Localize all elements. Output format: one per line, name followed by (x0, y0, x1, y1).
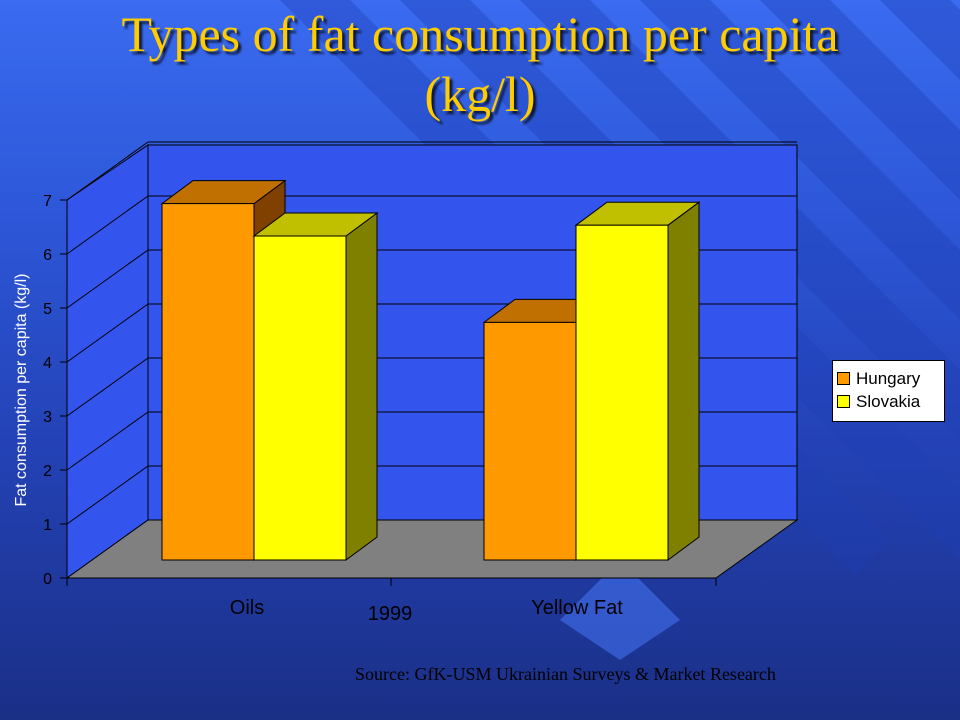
category-labels: Oils Yellow Fat (230, 597, 623, 619)
legend-swatch-hungary (837, 372, 850, 385)
axes (66, 200, 717, 586)
legend-swatch-slovakia (837, 395, 850, 408)
bar-slovakia-oils-front (253, 235, 347, 561)
legend-label-slovakia: Slovakia (856, 391, 921, 411)
legend-label-hungary: Hungary (856, 368, 921, 388)
slide-title-line2: (kg/l) (424, 66, 536, 122)
gridline-side (66, 141, 149, 201)
y-tick-label: 3 (43, 409, 52, 426)
y-tick-label: 7 (43, 193, 52, 210)
bar-slovakia-yellow-fat (574, 201, 701, 561)
bar-hungary-yellow-fat-front (483, 321, 577, 561)
y-tick-label: 4 (43, 355, 52, 372)
y-tick-label: 5 (43, 301, 52, 318)
slide-title-line1: Types of fat consumption per capita (121, 6, 839, 62)
gridline-side (66, 303, 149, 363)
y-axis-label: Fat consumption per capita (kg/l) (13, 274, 30, 507)
chart-side-wall (66, 144, 149, 579)
slide-title: Types of fat consumption per capita (kg/… (0, 4, 960, 124)
category-label-yellow-fat: Yellow Fat (531, 597, 623, 619)
bar-slovakia-oils-side (345, 212, 378, 561)
x-axis-label: 1999 (368, 603, 413, 625)
bar-hungary-oils-front (161, 203, 255, 561)
legend-item-slovakia: Slovakia (837, 390, 940, 413)
bars (160, 179, 701, 561)
y-tick-labels: 0 1 2 3 4 5 6 7 (43, 193, 67, 588)
gridline-side (66, 465, 149, 525)
gridline-side (66, 411, 149, 471)
y-tick-label: 0 (43, 571, 52, 588)
bar-slovakia-oils (252, 212, 379, 561)
y-tick-label: 1 (43, 517, 52, 534)
y-tick-label: 6 (43, 247, 52, 264)
gridline-side (66, 195, 149, 255)
bar-slovakia-yellow-fat-side (667, 201, 700, 561)
category-label-oils: Oils (230, 597, 264, 619)
source-note: Source: GfK-USM Ukrainian Surveys & Mark… (355, 664, 776, 684)
gridline-side (66, 357, 149, 417)
gridline-side (66, 249, 149, 309)
legend: Hungary Slovakia (832, 360, 945, 422)
bar-slovakia-yellow-fat-front (575, 224, 669, 561)
y-tick-label: 2 (43, 463, 52, 480)
legend-item-hungary: Hungary (837, 367, 940, 390)
